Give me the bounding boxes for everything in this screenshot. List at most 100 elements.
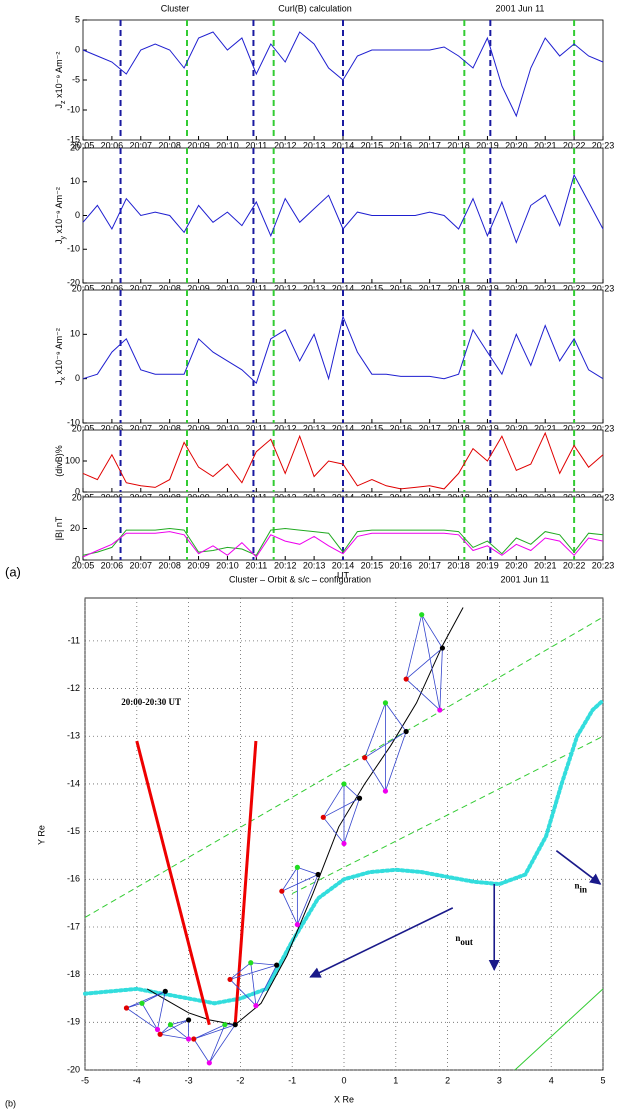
- x-tick-label: 20:13: [303, 140, 326, 150]
- spacecraft-position: [232, 1022, 238, 1028]
- y-tick-label: -16: [67, 874, 80, 884]
- tetrahedron-edge: [343, 798, 360, 844]
- x-tick-label: 20:14: [332, 560, 355, 570]
- tetrahedron-edge: [323, 797, 360, 818]
- y-tick-label: 0: [75, 554, 80, 564]
- x-tick-label: 20:14: [332, 423, 355, 433]
- data-line: [82, 531, 604, 558]
- y-tick-label: -20: [67, 1064, 80, 1074]
- x-tick-label: 20:16: [390, 283, 413, 293]
- annotation: nin: [575, 881, 588, 895]
- spacecraft-position: [157, 1031, 163, 1037]
- x-tick-label: 2: [445, 1075, 450, 1085]
- x-tick-label: 20:16: [390, 423, 413, 433]
- x-tick-label: 20:11: [245, 283, 267, 293]
- x-tick-label: -2: [236, 1075, 244, 1085]
- y-tick-label: -11: [68, 635, 80, 645]
- orbit-line: [233, 740, 258, 1025]
- x-tick-label: 20:17: [418, 283, 441, 293]
- x-tick-label: 20:05: [72, 560, 95, 570]
- spacecraft-position: [294, 921, 300, 928]
- spacecraft-position: [341, 840, 347, 847]
- tetrahedron-edge: [364, 757, 386, 792]
- x-tick-label: 20:09: [187, 423, 210, 433]
- y-axis-label-unit: x10⁻⁹ Am⁻²: [54, 187, 64, 236]
- x-tick-label: 20:05: [72, 283, 95, 293]
- tetrahedron-edge: [281, 891, 298, 925]
- x-tick-label: 20:21: [534, 140, 557, 150]
- x-tick-label: 5: [600, 1075, 605, 1085]
- spacecraft-position: [253, 1003, 259, 1009]
- y-tick-label: 5: [75, 14, 80, 24]
- y-tick-label: 20: [70, 142, 80, 152]
- x-tick-label: 20:13: [303, 560, 326, 570]
- x-tick-label: -5: [81, 1075, 89, 1085]
- chart-title: 2001 Jun 11: [501, 574, 550, 584]
- tetrahedron-edge: [157, 991, 166, 1030]
- x-tick-label: 20:19: [476, 423, 499, 433]
- tetrahedron-edge: [193, 1024, 226, 1040]
- x-tick-label: 20:23: [592, 140, 615, 150]
- tetrahedron-edge: [159, 1019, 189, 1035]
- x-tick-label: 20:15: [361, 560, 384, 570]
- spacecraft-position: [439, 645, 446, 651]
- tetrahedron-edge: [141, 990, 166, 1004]
- spacecraft-position: [403, 676, 409, 682]
- x-tick-label: 20:11: [245, 140, 267, 150]
- y-tick-label: -20: [67, 277, 80, 287]
- x-tick-label: 20:14: [332, 140, 355, 150]
- x-tick-label: 20:19: [476, 560, 499, 570]
- tetrahedron-edge: [281, 874, 319, 892]
- y-axis-label-main: J: [54, 380, 64, 385]
- tetrahedron-edge: [297, 866, 319, 875]
- tetrahedron-edge: [229, 962, 252, 980]
- x-tick-label: 20:19: [476, 283, 499, 293]
- x-tick-label: 20:11: [245, 560, 267, 570]
- tetrahedron-edge: [141, 1003, 158, 1030]
- annotation-sub: in: [580, 885, 588, 895]
- x-tick-label: 20:09: [187, 140, 210, 150]
- y-tick-label: 10: [70, 176, 80, 186]
- annotation: 20:00-20:30 UT: [121, 697, 181, 707]
- spacecraft-position: [362, 755, 368, 761]
- x-tick-label: 20:08: [158, 423, 181, 433]
- y-axis-label: Jz x10⁻⁹ Am⁻²: [54, 52, 66, 109]
- tetrahedron-edge: [405, 614, 423, 680]
- x-tick-label: 20:17: [418, 140, 441, 150]
- tetrahedron-edge: [255, 964, 278, 1006]
- tetrahedron-edge: [229, 979, 257, 1006]
- x-tick-label: 20:14: [332, 283, 355, 293]
- spacecraft-position: [191, 1036, 197, 1042]
- annotation-text: n: [575, 881, 580, 891]
- spacecraft-position: [123, 1005, 130, 1011]
- tetrahedron-edge: [208, 1024, 226, 1063]
- x-tick-label: 20:07: [130, 423, 153, 433]
- spacecraft-position: [419, 612, 425, 618]
- y-axis-label-unit: x10⁻⁹ Am⁻²: [54, 52, 64, 101]
- x-tick-label: 20:22: [563, 283, 586, 293]
- x-tick-label: 20:20: [505, 423, 528, 433]
- x-tick-label: 20:06: [101, 140, 124, 150]
- x-tick-label: 20:07: [130, 560, 153, 570]
- tetrahedron-edge: [250, 962, 277, 966]
- x-tick-label: 20:12: [274, 140, 297, 150]
- normal-arrow: [555, 850, 602, 885]
- y-axis-label: (divB)%: [54, 445, 64, 477]
- y-tick-label: -19: [67, 1017, 80, 1027]
- x-tick-label: 20:06: [101, 560, 124, 570]
- panel-label: (b): [5, 1098, 16, 1108]
- y-axis-label-main: |B| nT: [54, 516, 64, 540]
- tetrahedron-edge: [385, 731, 407, 792]
- y-axis-label-unit: x10⁻⁹ Am⁻²: [54, 328, 64, 377]
- spacecraft-position: [186, 1017, 192, 1023]
- x-axis-label: X Re: [334, 1094, 354, 1104]
- tetrahedron-edge: [439, 648, 443, 711]
- spacecraft-position: [186, 1036, 192, 1042]
- spacecraft-position: [222, 1022, 228, 1028]
- x-tick-label: 20:09: [187, 283, 210, 293]
- x-tick-label: 20:06: [101, 423, 124, 433]
- x-tick-label: 20:08: [158, 560, 181, 570]
- data-line: [82, 173, 604, 244]
- annotation-sub: out: [460, 937, 473, 947]
- x-tick-label: 20:18: [447, 560, 470, 570]
